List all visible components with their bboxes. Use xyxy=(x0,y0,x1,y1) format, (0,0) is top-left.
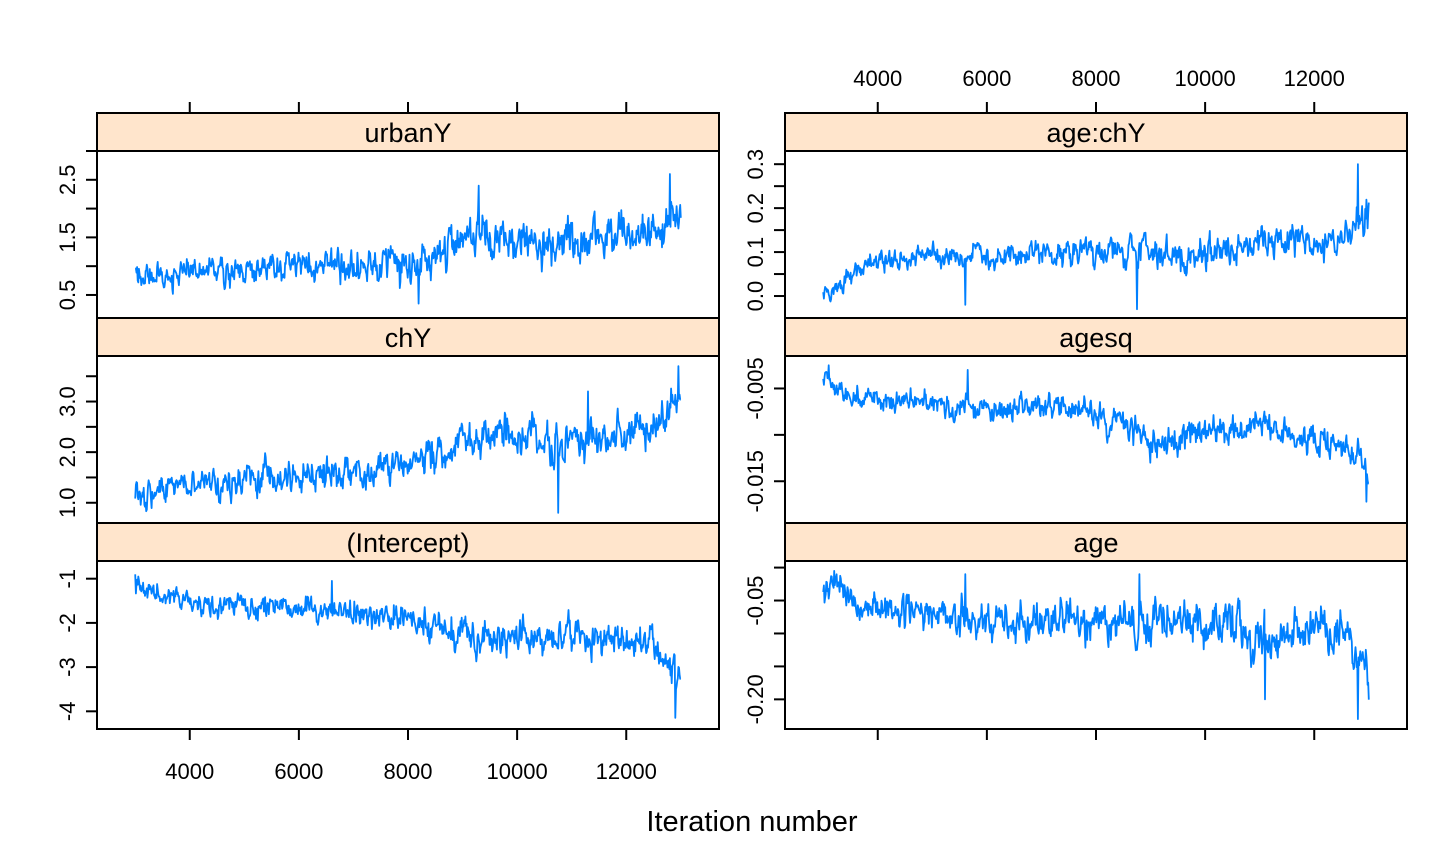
x-tick-label-left-bottom: 10000 xyxy=(487,759,548,784)
x-tick-label-right-top: 12000 xyxy=(1284,66,1345,91)
y-tick-label-intercept: -2 xyxy=(55,613,80,633)
panel-intercept: (Intercept) -4 -3 -2 -1 xyxy=(55,522,720,730)
y-tick-label-age-chy: 0.3 xyxy=(743,149,768,180)
y-tick-label-intercept: -3 xyxy=(55,657,80,677)
strip-label-chy: chY xyxy=(385,323,432,353)
trace-line-chy xyxy=(134,365,682,514)
y-tick-label-age-chy: 0.2 xyxy=(743,193,768,224)
strip-chy xyxy=(96,317,720,357)
strip-label-age-chy: age:chY xyxy=(1046,118,1145,148)
y-tick-label-intercept: -1 xyxy=(55,569,80,589)
y-tick-label-chy: 2.0 xyxy=(55,437,80,468)
strip-label-urbany: urbanY xyxy=(364,118,451,148)
x-tick-label-left-bottom: 8000 xyxy=(384,759,433,784)
trace-line-age xyxy=(822,570,1370,720)
x-tick-label-right-top: 8000 xyxy=(1072,66,1121,91)
y-tick-label-agesq: -0.015 xyxy=(743,450,768,512)
panel-frame-age-chy xyxy=(784,150,1408,319)
panel-frame-urbany xyxy=(96,150,720,319)
y-tick-label-intercept: -4 xyxy=(55,702,80,722)
panel-age: age -0.20 -0.05 xyxy=(743,522,1408,730)
y-tick-label-age-chy: 0.1 xyxy=(743,237,768,268)
panel-urbany: urbanY 0.5 1.5 2.5 xyxy=(55,112,720,319)
panel-age-chy: age:chY 0.0 0.1 0.2 0.3 xyxy=(743,112,1408,319)
x-tick-label-right-top: 4000 xyxy=(853,66,902,91)
strip-label-age: age xyxy=(1073,528,1118,558)
x-tick-label-left-bottom: 6000 xyxy=(274,759,323,784)
y-tick-label-agesq: -0.005 xyxy=(743,357,768,419)
panel-chy: chY 1.0 2.0 3.0 xyxy=(55,317,720,524)
y-tick-label-age-chy: 0.0 xyxy=(743,281,768,312)
y-tick-label-urbany: 2.5 xyxy=(55,164,80,195)
strip-urbany xyxy=(96,112,720,152)
strip-age-chy xyxy=(784,112,1408,152)
panel-agesq: agesq -0.015 -0.005 xyxy=(743,317,1408,524)
x-axis-title: Iteration number xyxy=(646,806,858,838)
strip-label-intercept: (Intercept) xyxy=(346,528,469,558)
y-tick-label-urbany: 0.5 xyxy=(55,280,80,311)
panel-frame-age xyxy=(784,560,1408,730)
x-tick-label-right-top: 10000 xyxy=(1175,66,1236,91)
strip-agesq xyxy=(784,317,1408,357)
panels: urbanY 0.5 1.5 2.5 chY 1.0 2.0 3.0 (Intercept) -4… xyxy=(55,112,1408,730)
x-tick-label-left-bottom: 12000 xyxy=(596,759,657,784)
y-tick-label-chy: 1.0 xyxy=(55,487,80,518)
y-tick-label-urbany: 1.5 xyxy=(55,222,80,253)
y-tick-label-age: -0.05 xyxy=(743,575,768,625)
x-tick-label-left-bottom: 4000 xyxy=(165,759,214,784)
y-tick-label-chy: 3.0 xyxy=(55,386,80,417)
strip-age xyxy=(784,522,1408,562)
y-tick-label-age: -0.20 xyxy=(743,674,768,724)
trace-line-agesq xyxy=(822,364,1370,503)
x-tick-label-right-top: 6000 xyxy=(962,66,1011,91)
trace-line-age-chy xyxy=(822,163,1370,311)
trace-line-intercept xyxy=(134,574,682,719)
axes: 4000 6000 8000 10000 12000 4000 6000 8000 10000 1… xyxy=(165,66,1345,784)
trace-line-urbany xyxy=(135,173,682,305)
strip-label-agesq: agesq xyxy=(1059,323,1133,353)
